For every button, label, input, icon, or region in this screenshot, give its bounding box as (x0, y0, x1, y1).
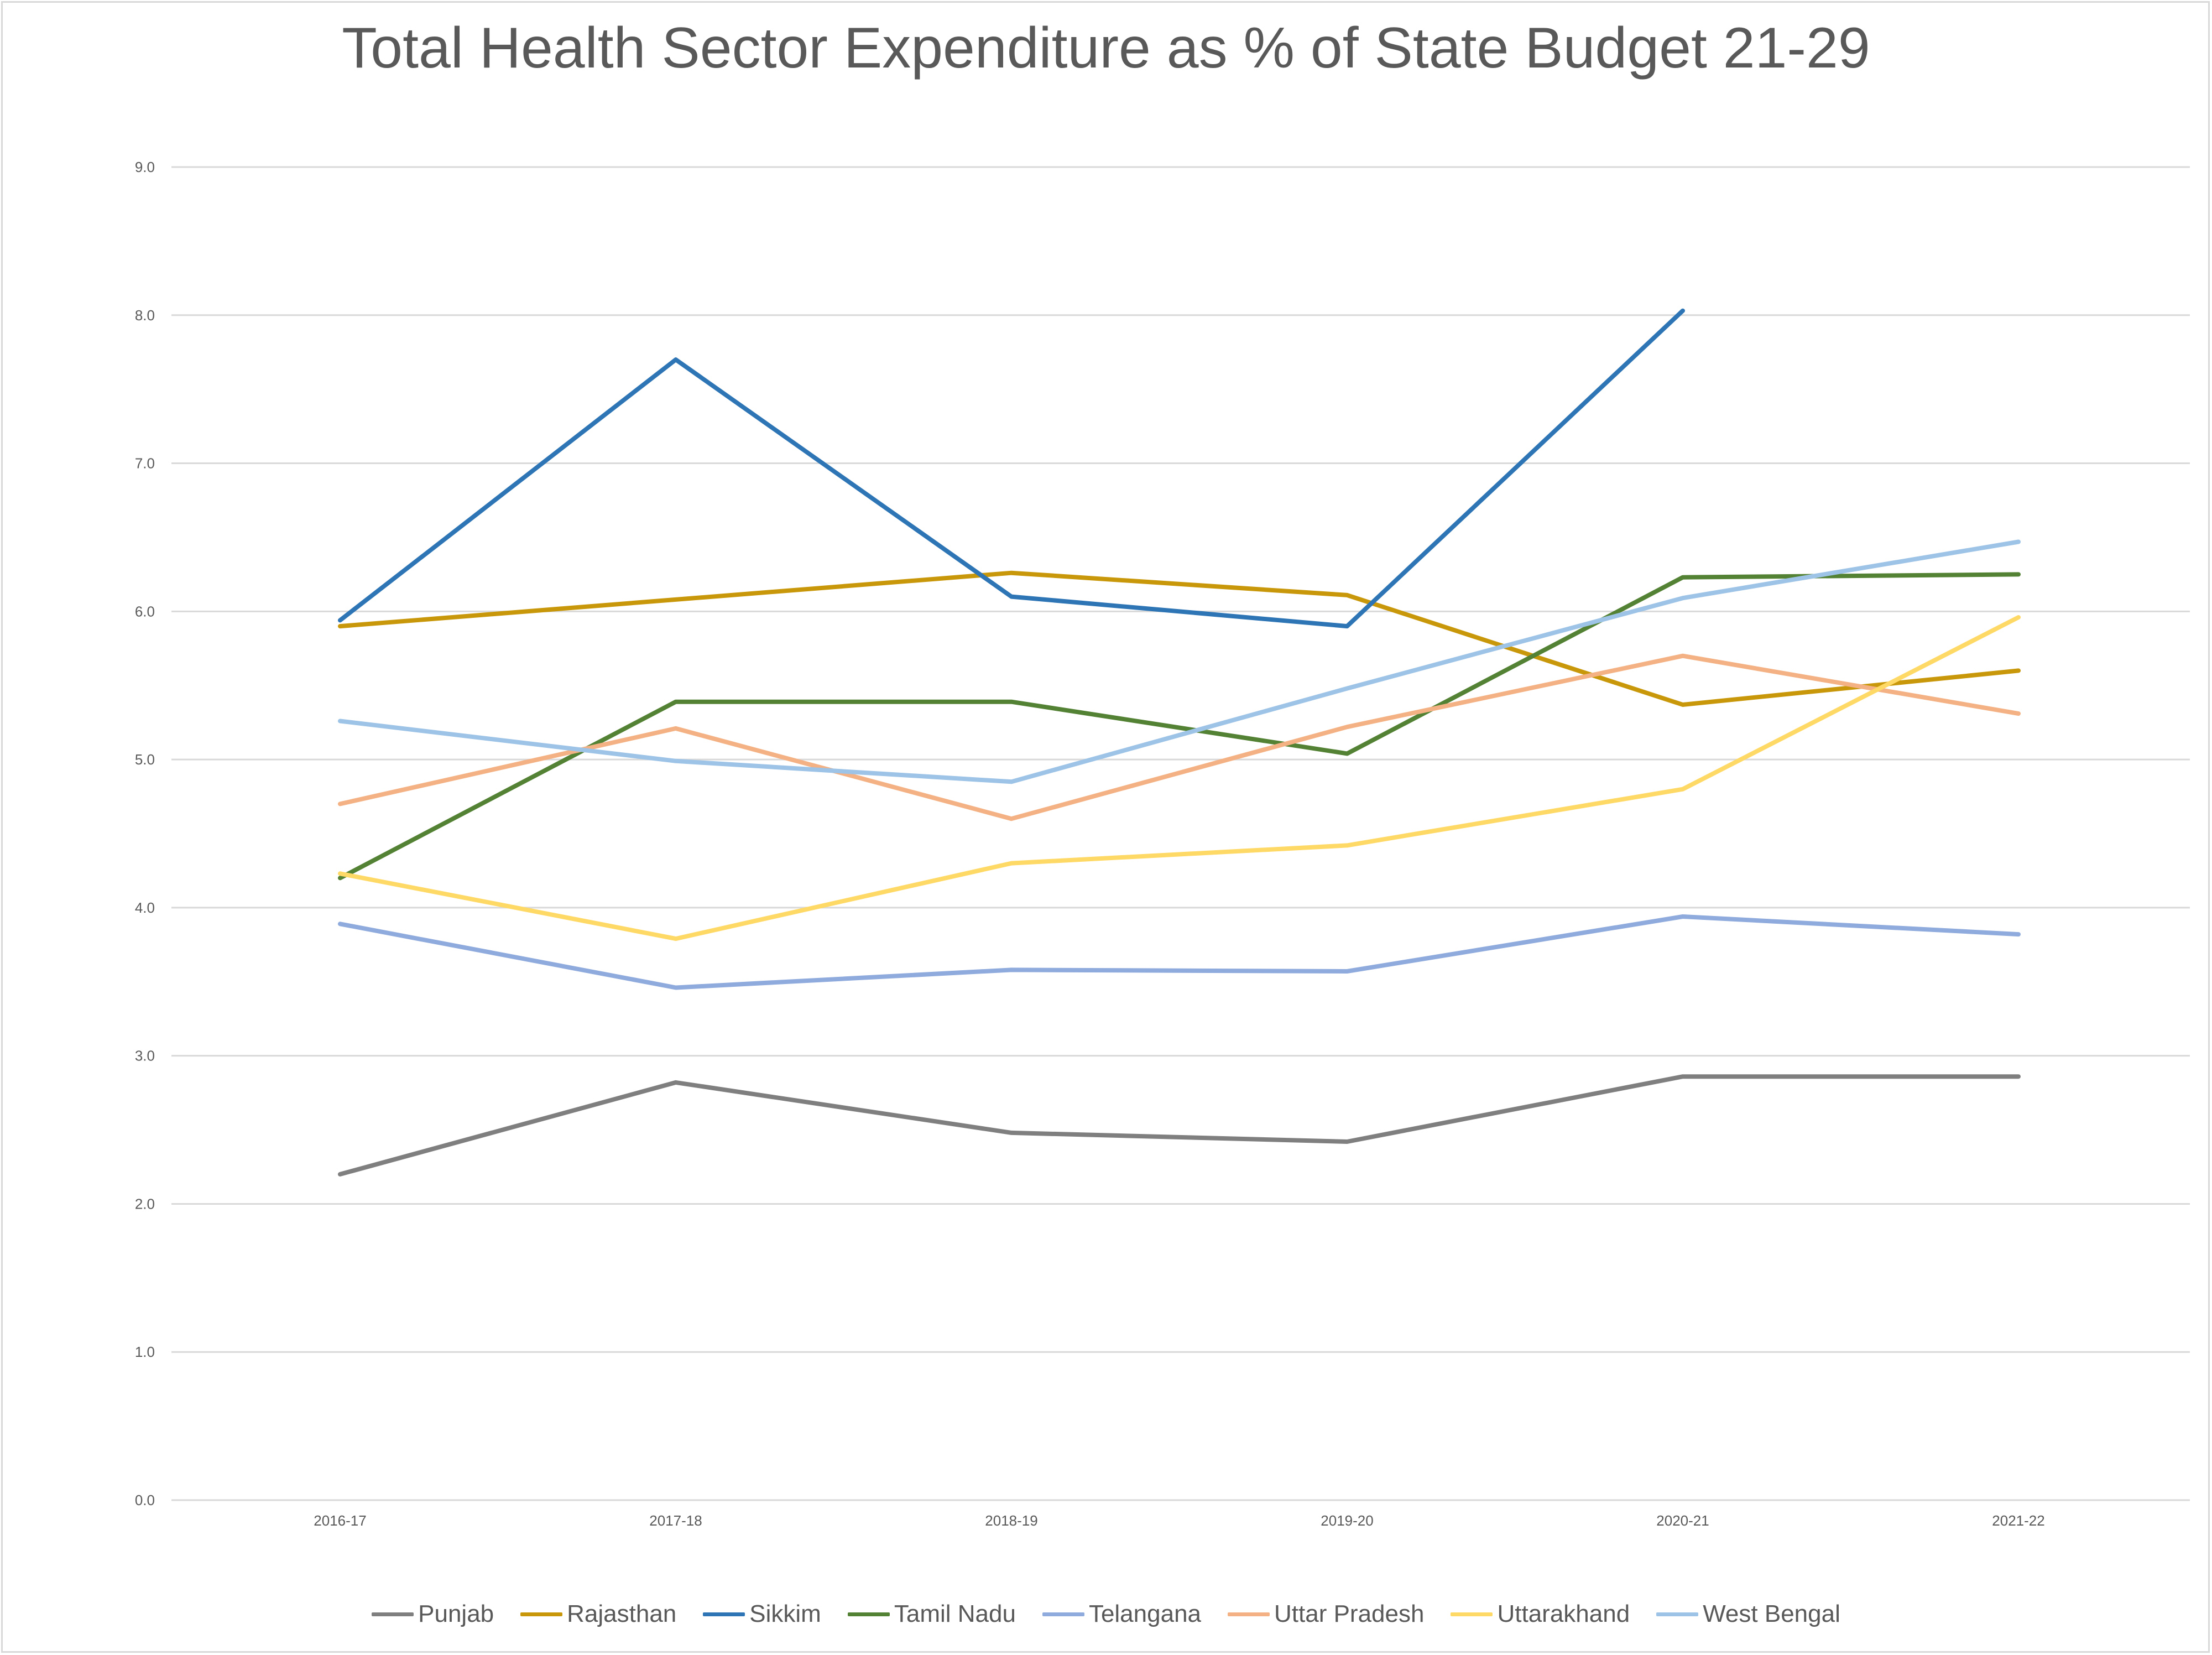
y-tick-label: 4.0 (135, 899, 155, 916)
legend-label: Tamil Nadu (894, 1600, 1016, 1627)
series-line-uttarakhand (338, 615, 2021, 941)
series-line-telangana (338, 914, 2021, 990)
y-tick-label: 3.0 (135, 1048, 155, 1064)
legend-swatch (1451, 1612, 1493, 1616)
legend-swatch (1228, 1612, 1270, 1616)
legend-item: Uttar Pradesh (1228, 1600, 1424, 1628)
series-line-uttar-pradesh (338, 653, 2021, 821)
legend-swatch (1042, 1612, 1084, 1616)
x-tick-label: 2021-22 (1992, 1512, 2044, 1529)
x-tick-label: 2017-18 (649, 1512, 702, 1529)
x-tick-label: 2019-20 (1321, 1512, 1373, 1529)
y-tick-label: 9.0 (135, 159, 155, 175)
y-tick-label: 7.0 (135, 455, 155, 472)
legend-label: Telangana (1088, 1600, 1202, 1627)
legend-swatch (703, 1612, 745, 1616)
legend-item: West Bengal (1656, 1600, 1840, 1628)
series-line-sikkim (338, 308, 1685, 629)
series-line-rajasthan (338, 570, 2021, 707)
legend-item: Punjab (372, 1600, 494, 1628)
y-tick-label: 0.0 (135, 1492, 155, 1508)
chart-legend: Punjab Rajasthan Sikkim Tamil Nadu Telangana… (0, 1597, 2212, 1631)
legend-label: Uttar Pradesh (1274, 1600, 1425, 1627)
y-tick-label: 5.0 (135, 751, 155, 768)
legend-item: Sikkim (703, 1600, 821, 1628)
legend-label: West Bengal (1703, 1600, 1840, 1627)
x-tick-label: 2020-21 (1656, 1512, 1709, 1529)
legend-label: Rajasthan (567, 1600, 677, 1627)
legend-swatch (520, 1612, 563, 1616)
y-tick-label: 2.0 (135, 1195, 155, 1212)
series-line-punjab (338, 1074, 2021, 1177)
y-tick-label: 6.0 (135, 603, 155, 620)
legend-swatch (372, 1612, 414, 1616)
chart-title: Total Health Sector Expenditure as % of … (342, 16, 1870, 80)
legend-item: Tamil Nadu (847, 1600, 1016, 1628)
x-tick-label: 2016-17 (314, 1512, 366, 1529)
legend-item: Uttarakhand (1451, 1600, 1630, 1628)
legend-swatch (1656, 1612, 1699, 1616)
legend-label: Uttarakhand (1497, 1600, 1630, 1627)
y-tick-label: 1.0 (135, 1344, 155, 1360)
legend-label: Sikkim (749, 1600, 821, 1627)
legend-item: Rajasthan (520, 1600, 676, 1628)
series-line-tamil-nadu (338, 572, 2021, 881)
legend-label: Punjab (418, 1600, 494, 1627)
legend-item: Telangana (1042, 1600, 1201, 1628)
legend-swatch (847, 1612, 890, 1616)
x-tick-label: 2018-19 (985, 1512, 1037, 1529)
series-line-west-bengal (338, 539, 2021, 784)
y-tick-label: 8.0 (135, 307, 155, 324)
